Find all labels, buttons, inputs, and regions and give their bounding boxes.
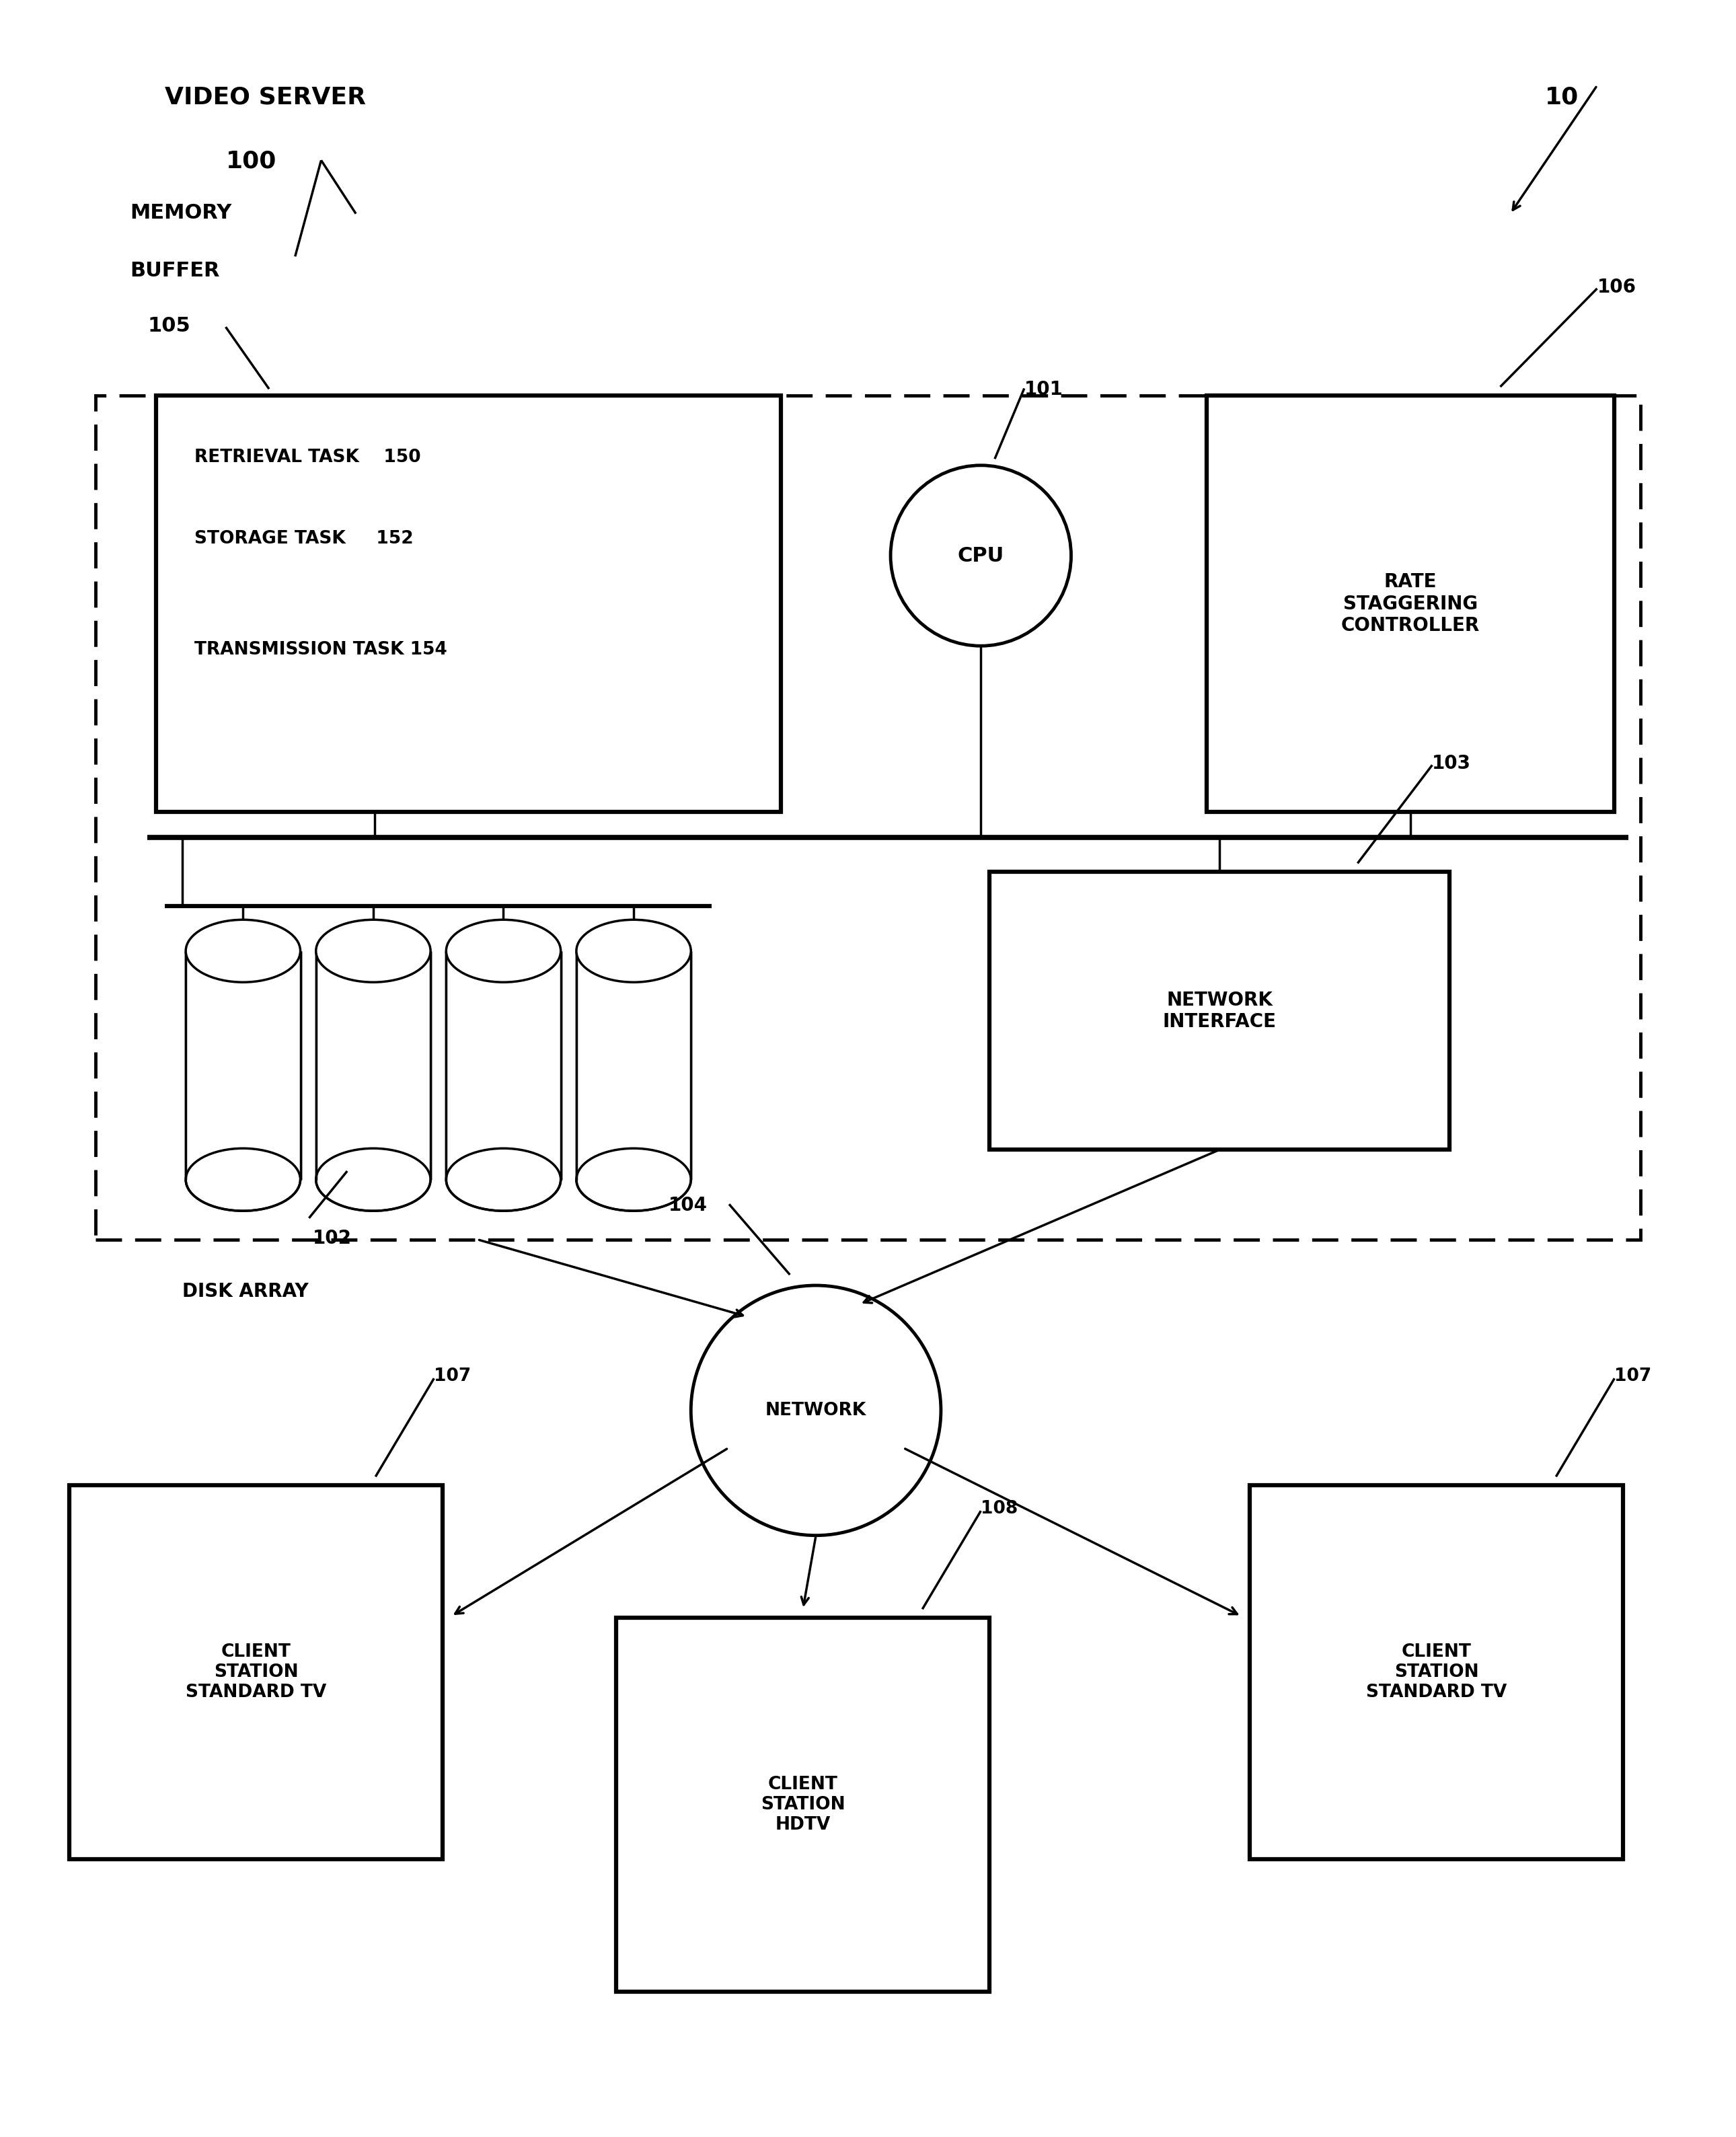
Text: 107: 107 bbox=[434, 1368, 470, 1385]
Ellipse shape bbox=[316, 919, 431, 983]
Text: DISK ARRAY: DISK ARRAY bbox=[182, 1282, 309, 1301]
Text: TRANSMISSION TASK 154: TRANSMISSION TASK 154 bbox=[194, 641, 448, 658]
Bar bbox=[95, 395, 1641, 1239]
Bar bbox=[69, 1485, 443, 1859]
Text: RETRIEVAL TASK    150: RETRIEVAL TASK 150 bbox=[194, 449, 420, 466]
Bar bbox=[316, 951, 431, 1180]
Bar bbox=[990, 872, 1450, 1150]
Text: 102: 102 bbox=[312, 1229, 351, 1248]
Bar bbox=[576, 951, 691, 1180]
Text: BUFFER: BUFFER bbox=[130, 261, 220, 280]
Text: 10: 10 bbox=[1545, 85, 1578, 109]
Text: 100: 100 bbox=[226, 150, 276, 173]
Text: 108: 108 bbox=[981, 1500, 1017, 1517]
Text: 105: 105 bbox=[148, 316, 191, 336]
Ellipse shape bbox=[691, 1286, 941, 1534]
Bar bbox=[1207, 395, 1614, 812]
Text: RATE
STAGGERING
CONTROLLER: RATE STAGGERING CONTROLLER bbox=[1342, 573, 1479, 635]
Text: CLIENT
STATION
STANDARD TV: CLIENT STATION STANDARD TV bbox=[186, 1643, 326, 1701]
Text: CPU: CPU bbox=[958, 545, 1003, 566]
Text: 103: 103 bbox=[1432, 754, 1470, 774]
Bar bbox=[446, 951, 561, 1180]
Text: VIDEO SERVER: VIDEO SERVER bbox=[165, 85, 366, 109]
Text: STORAGE TASK     152: STORAGE TASK 152 bbox=[194, 530, 413, 547]
Text: 106: 106 bbox=[1597, 278, 1635, 297]
Ellipse shape bbox=[186, 919, 300, 983]
Bar bbox=[616, 1618, 990, 1992]
Text: NETWORK
INTERFACE: NETWORK INTERFACE bbox=[1163, 989, 1276, 1032]
Ellipse shape bbox=[446, 919, 561, 983]
Bar bbox=[186, 951, 300, 1180]
Text: CLIENT
STATION
STANDARD TV: CLIENT STATION STANDARD TV bbox=[1366, 1643, 1507, 1701]
Text: NETWORK: NETWORK bbox=[766, 1402, 866, 1419]
Text: 101: 101 bbox=[1024, 380, 1062, 400]
Bar bbox=[1250, 1485, 1623, 1859]
Text: 107: 107 bbox=[1614, 1368, 1651, 1385]
Text: 104: 104 bbox=[668, 1197, 707, 1214]
Text: MEMORY: MEMORY bbox=[130, 203, 233, 222]
Bar bbox=[156, 395, 781, 812]
Ellipse shape bbox=[576, 919, 691, 983]
Text: CLIENT
STATION
HDTV: CLIENT STATION HDTV bbox=[760, 1776, 845, 1834]
